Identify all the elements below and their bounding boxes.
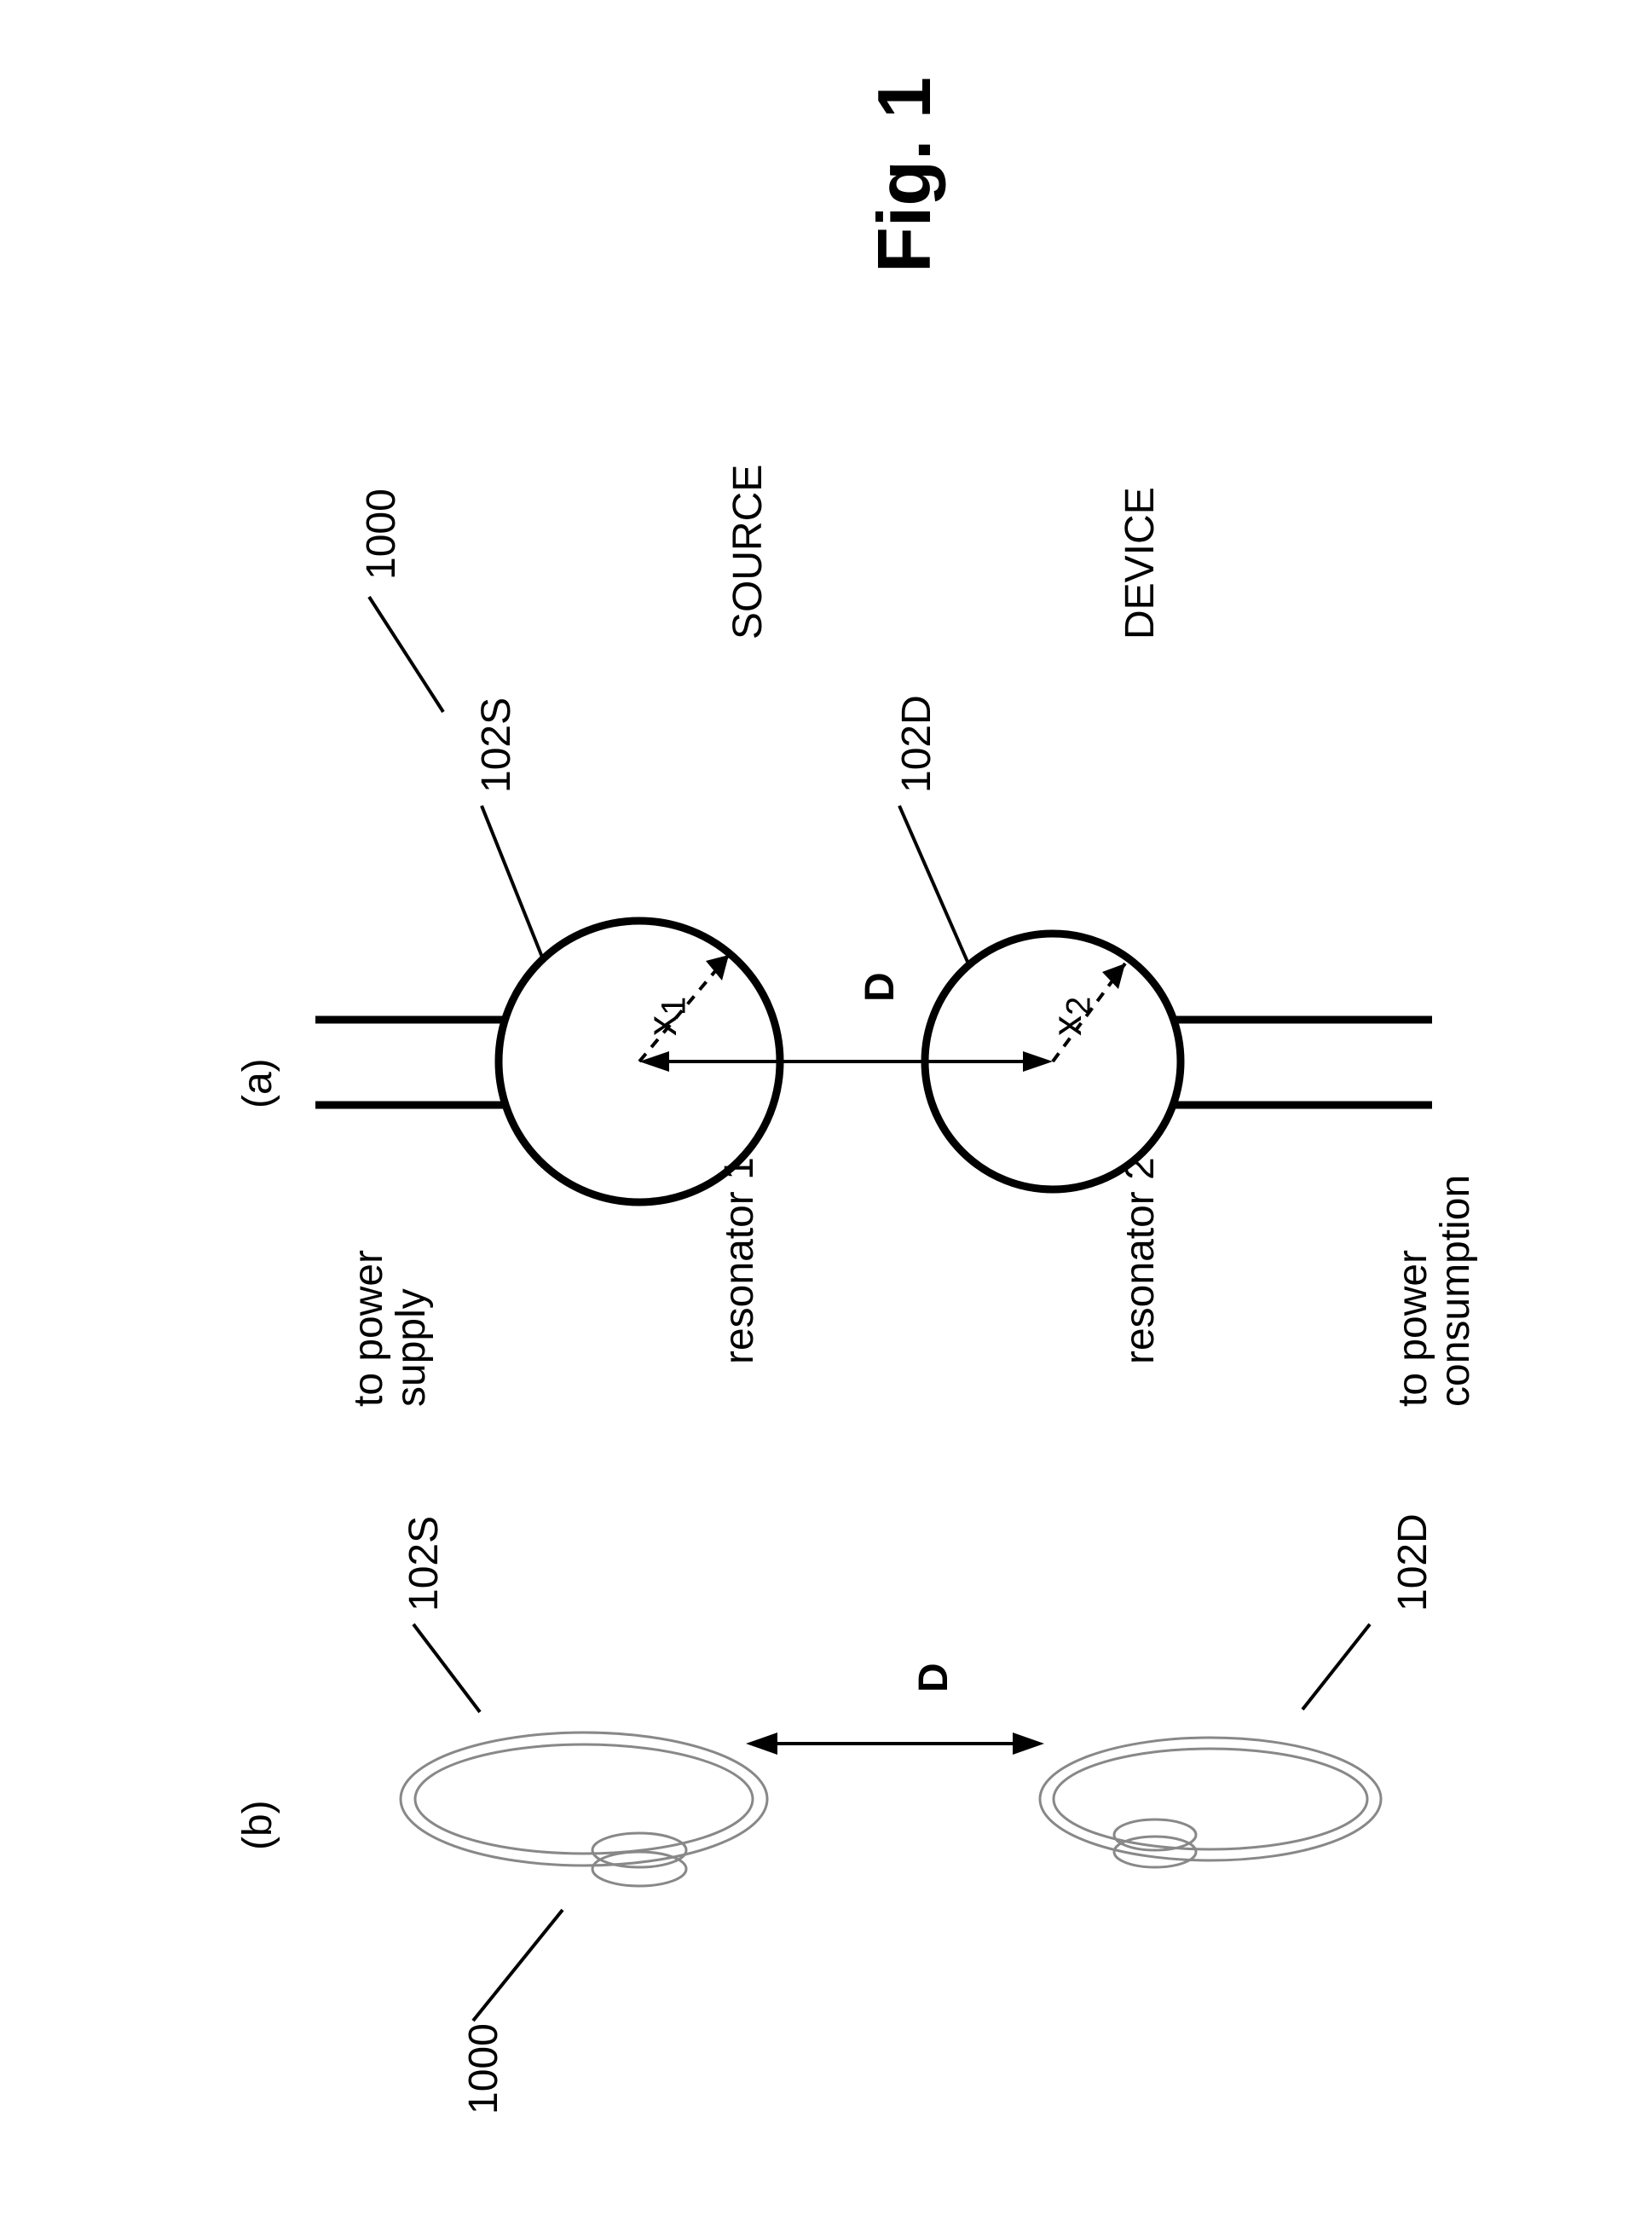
system-id-b: 1000 (460, 2023, 507, 2114)
x2-label: x2 (1044, 997, 1099, 1036)
x1-sub: 1 (656, 997, 693, 1015)
device-ref-label: 102D (893, 695, 940, 793)
resonator2-caption: resonator 2 (1117, 1157, 1164, 1364)
leader-line (482, 806, 543, 959)
power-supply-line1: to power (345, 1250, 392, 1407)
coil-ring (401, 1733, 767, 1866)
leader-line (473, 1910, 563, 2021)
coil-ring (415, 1744, 753, 1854)
coil-ring (1040, 1738, 1381, 1860)
source-ref-label: 102S (473, 697, 520, 793)
x2-var: x (1045, 1015, 1090, 1036)
device-title: DEVICE (1117, 487, 1164, 639)
system-id-label: 1000 (358, 489, 405, 580)
resonator1-caption: resonator 1 (716, 1157, 763, 1364)
leader-line (369, 597, 443, 712)
arrow-head (1013, 1733, 1044, 1755)
coil-loop (592, 1852, 686, 1886)
x1-label: x1 (639, 997, 694, 1036)
distance-label-a: D (857, 972, 904, 1002)
leader-line (1303, 1624, 1370, 1709)
arrow-head (746, 1733, 777, 1755)
power-consumption-line1: to power (1389, 1250, 1436, 1407)
x2-sub: 2 (1060, 997, 1098, 1015)
coil-ring (1054, 1749, 1367, 1849)
leader-line (899, 806, 968, 962)
power-consumption-line2: consumption (1432, 1175, 1479, 1407)
panel-b-tag: (b) (234, 1800, 281, 1850)
device-ref-b: 102D (1389, 1513, 1436, 1611)
source-ref-b: 102S (401, 1516, 448, 1611)
leader-line (413, 1624, 480, 1712)
panel-a-tag: (a) (234, 1058, 281, 1108)
diagram-canvas (0, 0, 1652, 2233)
distance-label-b: D (910, 1663, 957, 1692)
power-supply-line2: supply (388, 1288, 435, 1407)
figure-title: Fig. 1 (861, 77, 948, 273)
x1-var: x (640, 1015, 685, 1036)
source-title: SOURCE (725, 465, 771, 639)
